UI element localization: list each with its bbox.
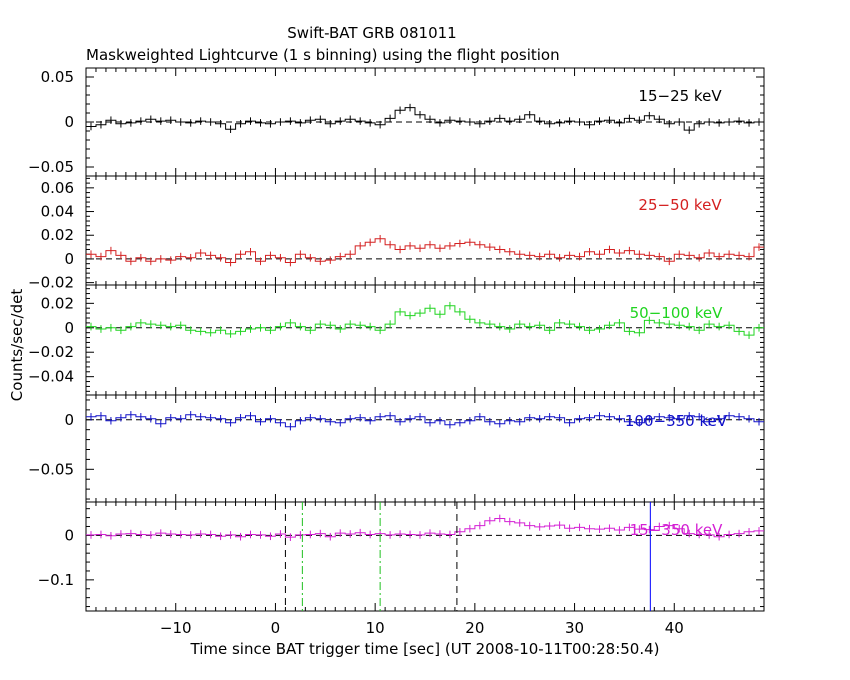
y-tick-label: −0.02 <box>28 343 74 361</box>
band-label: 25−50 keV <box>638 196 722 214</box>
x-tick-label: 20 <box>465 619 484 637</box>
band-label: 100−350 keV <box>625 412 728 430</box>
x-tick-labels: −10 0 10 20 30 40 <box>160 619 684 637</box>
y-tick-label: 0 <box>64 411 74 429</box>
y-tick-label: 0.06 <box>41 179 74 197</box>
y-tick-label: −0.04 <box>28 368 74 386</box>
band-label: 50−100 keV <box>630 304 723 322</box>
panel-frame <box>85 501 765 612</box>
y-tick-label: 0.02 <box>41 294 74 312</box>
y-tick-label: 0.04 <box>41 203 74 221</box>
band-label: 15−25 keV <box>638 87 722 105</box>
x-tick-label: 10 <box>366 619 385 637</box>
y-tick-label: 0.02 <box>41 226 74 244</box>
panel-4: 0 −0.05 100−350 keV <box>28 394 765 503</box>
panel-5: 0 −0.1 15−350 keV <box>38 501 765 612</box>
y-tick-label: −0.02 <box>28 274 74 292</box>
y-tick-label: −0.05 <box>28 158 74 176</box>
panel-frame <box>85 284 765 396</box>
x-tick-label: 30 <box>565 619 584 637</box>
lightcurve-step <box>86 107 764 131</box>
band-label: 15−350 keV <box>630 521 723 539</box>
x-tick-label: −10 <box>160 619 192 637</box>
y-tick-label: 0 <box>64 319 74 337</box>
y-tick-label: 0 <box>64 113 74 131</box>
y-axis-label: Counts/sec/det <box>8 289 26 402</box>
panel-2: 0.06 0.04 0.02 0 −0.02 25−50 keV <box>28 175 765 292</box>
y-tick-label: −0.1 <box>38 571 74 589</box>
y-tick-label: 0 <box>64 526 74 544</box>
chart-subtitle: Maskweighted Lightcurve (1 s binning) us… <box>86 46 560 64</box>
panel-frame <box>85 175 765 286</box>
x-axis-label: Time since BAT trigger time [sec] (UT 20… <box>190 640 660 658</box>
y-tick-label: −0.05 <box>28 460 74 478</box>
x-tick-label: 40 <box>665 619 684 637</box>
x-tick-label: 0 <box>271 619 281 637</box>
panel-3: 0.02 0 −0.02 −0.04 50−100 keV <box>28 284 765 396</box>
panel-1: 0.05 0 −0.05 15−25 keV <box>28 67 765 177</box>
chart-title: Swift-BAT GRB 081011 <box>287 24 456 42</box>
panels-group: 0.05 0 −0.05 15−25 keV 0.06 0.04 0.02 0 −0.02 25−… <box>28 67 765 612</box>
y-tick-label: 0.05 <box>41 68 74 86</box>
y-tick-label: 0 <box>64 250 74 268</box>
